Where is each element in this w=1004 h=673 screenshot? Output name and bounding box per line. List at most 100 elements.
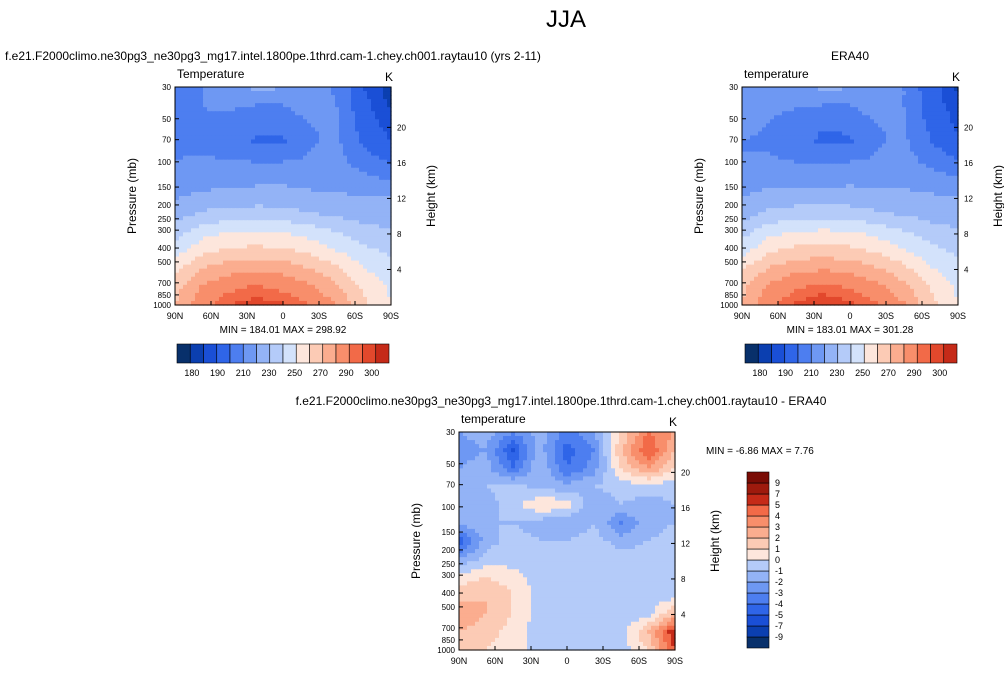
obs-field-cell — [802, 115, 807, 120]
obs-field-cell — [770, 196, 775, 201]
obs-field-cell — [862, 196, 867, 201]
obs-field-cell — [946, 196, 951, 201]
obs-field-cell — [926, 200, 931, 205]
obs-field-cell — [742, 204, 747, 209]
obs-field-cell — [894, 224, 899, 229]
obs-field-cell — [846, 163, 851, 169]
model-field-cell — [323, 280, 328, 286]
obs-field-cell — [814, 143, 819, 149]
model-field-cell — [383, 236, 388, 242]
model-field-cell — [319, 208, 324, 213]
model-field-cell — [351, 220, 356, 225]
obs-field-cell — [846, 204, 851, 209]
model-field-cell — [299, 103, 304, 108]
model-field-cell — [311, 171, 316, 177]
obs-field-cell — [910, 155, 915, 161]
obs-field-cell — [854, 155, 859, 161]
model-field-cell — [295, 296, 300, 302]
obs-field-cell — [826, 87, 831, 92]
model-stats: MIN = 184.01 MAX = 298.92 — [220, 325, 347, 336]
model-field-cell — [247, 268, 252, 274]
obs-field-cell — [886, 107, 891, 112]
obs-field-cell — [830, 87, 835, 92]
model-colorbar-box — [176, 343, 191, 364]
model-field-cell — [211, 300, 216, 306]
model-field-cell — [379, 111, 384, 116]
obs-field-cell — [874, 159, 879, 165]
obs-field-cell — [882, 159, 887, 165]
model-field-cell — [179, 272, 184, 278]
obs-field-cell — [866, 175, 871, 181]
obs-field-cell — [830, 151, 835, 157]
model-field-cell — [351, 216, 356, 221]
model-field-cell — [311, 155, 316, 161]
obs-field-cell — [846, 159, 851, 165]
model-field-cell — [319, 196, 324, 201]
obs-field-cell — [814, 123, 819, 128]
obs-field-cell — [882, 151, 887, 157]
model-field-cell — [283, 99, 288, 104]
model-field-cell — [319, 111, 324, 116]
model-field-cell — [307, 107, 312, 112]
obs-field-cell — [846, 232, 851, 237]
obs-field-cell — [778, 151, 783, 157]
obs-field-cell — [794, 208, 799, 213]
model-field-cell — [351, 300, 356, 306]
obs-field-cell — [866, 127, 871, 133]
model-field-cell — [299, 296, 304, 302]
model-field-cell — [227, 191, 232, 197]
obs-field-cell — [850, 220, 855, 225]
model-field-cell — [223, 163, 228, 169]
obs-field-cell — [914, 167, 919, 173]
model-field-cell — [211, 216, 216, 221]
model-field-cell — [287, 131, 292, 137]
model-field-cell — [283, 200, 288, 205]
obs-field-cell — [782, 167, 787, 173]
model-field-cell — [375, 232, 380, 237]
obs-field-cell — [766, 95, 771, 100]
model-field-cell — [363, 272, 368, 278]
obs-field-cell — [926, 111, 931, 116]
model-field-cell — [283, 167, 288, 173]
obs-field-cell — [942, 200, 947, 205]
model-field-cell — [231, 123, 236, 128]
obs-field-cell — [754, 196, 759, 201]
model-field-cell — [219, 204, 224, 209]
model-field-cell — [307, 288, 312, 294]
model-field-cell — [203, 155, 208, 161]
model-field-cell — [347, 240, 352, 246]
obs-field-cell — [798, 139, 803, 145]
model-field-cell — [231, 264, 236, 270]
model-field-cell — [343, 240, 348, 246]
model-field-cell — [239, 99, 244, 104]
model-field-cell — [183, 167, 188, 173]
model-field-cell — [387, 151, 392, 157]
model-field-cell — [255, 155, 260, 161]
obs-field-cell — [822, 200, 827, 205]
model-field-cell — [279, 224, 284, 229]
obs-field-cell — [926, 175, 931, 181]
obs-field-cell — [866, 155, 871, 161]
model-field-cell — [359, 147, 364, 153]
model-field-cell — [355, 272, 360, 278]
obs-field-cell — [950, 171, 955, 177]
obs-field-cell — [742, 123, 747, 128]
obs-field-cell — [950, 95, 955, 100]
obs-field-cell — [846, 224, 851, 229]
model-field-cell — [243, 127, 248, 133]
obs-field-cell — [750, 143, 755, 149]
obs-field-cell — [938, 131, 943, 137]
model-field-cell — [319, 167, 324, 173]
obs-field-cell — [942, 91, 947, 96]
model-field-cell — [363, 276, 368, 282]
model-field-cell — [223, 292, 228, 298]
obs-field-cell — [766, 99, 771, 104]
model-field-cell — [367, 155, 372, 161]
model-field-cell — [243, 179, 248, 185]
obs-field-cell — [886, 183, 891, 189]
obs-field-cell — [834, 143, 839, 149]
model-field-cell — [283, 296, 288, 302]
obs-field-cell — [874, 163, 879, 169]
obs-field-cell — [950, 220, 955, 225]
model-field-cell — [363, 179, 368, 185]
